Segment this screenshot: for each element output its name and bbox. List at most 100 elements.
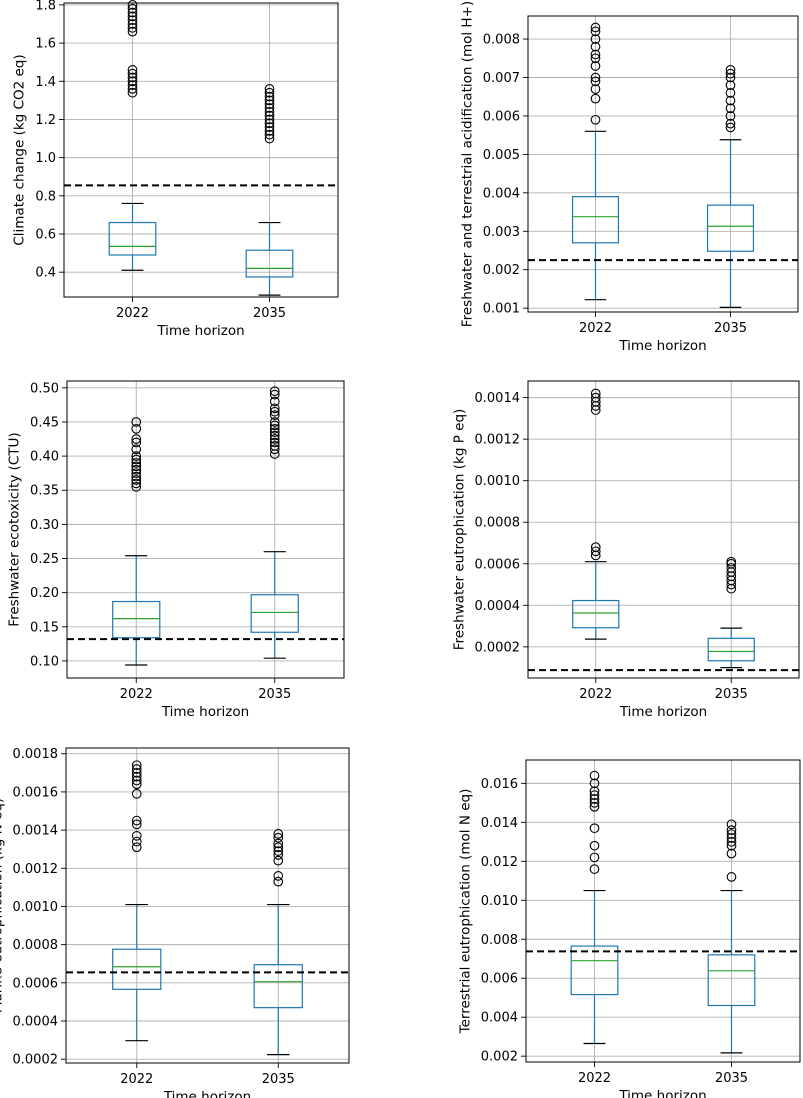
chart-panel-3: 0.10 0.15 0.20 0.25 0.30 0.35 0.40 0.45 0.50 2022…	[7, 380, 345, 720]
x-tick-label: 2035	[715, 1071, 748, 1086]
outlier-point	[269, 406, 280, 417]
outlier-point	[131, 461, 142, 472]
iqr-box	[250, 594, 299, 633]
y-tick-label: 0.007	[483, 71, 520, 86]
outlier-point	[589, 840, 600, 851]
outlier-point	[726, 872, 737, 882]
outlier-point	[264, 91, 275, 102]
iqr-box	[707, 637, 755, 662]
y-tick-label: 0.016	[481, 777, 518, 792]
y-axis-label: Freshwater eutrophication (kg P eq)	[451, 409, 467, 651]
y-tick-label: 1.8	[35, 0, 56, 13]
y-tick-label: 0.6	[35, 228, 56, 243]
outlier-point	[726, 836, 737, 847]
y-tick-label: 0.014	[481, 816, 518, 831]
y-axis-label: Terrestrial eutrophication (mol N eq)	[458, 789, 474, 1035]
outlier-point	[264, 106, 275, 117]
outlier-point	[131, 836, 142, 847]
chart-panel-2: 0.001 0.002 0.003 0.004 0.005 0.006 0.007 0.008…	[460, 1, 799, 354]
axes-frame	[63, 2, 339, 298]
outlier-point	[590, 114, 601, 125]
y-tick-label: 0.004	[483, 186, 520, 201]
outlier-point	[269, 427, 280, 438]
outlier-point	[131, 437, 142, 448]
outlier-point	[127, 22, 138, 33]
y-tick-label: 0.40	[30, 450, 59, 465]
outlier-point	[131, 475, 142, 485]
y-tick-label: 1.2	[35, 113, 56, 128]
outlier-point	[726, 819, 737, 830]
y-axis-label: Freshwater and terrestrial acidification…	[460, 1, 476, 327]
y-tick-label: 0.30	[30, 518, 59, 533]
y-tick-label: 0.0012	[475, 433, 521, 448]
y-tick-label: 0.003	[483, 225, 520, 240]
outlier-point	[726, 825, 737, 835]
outlier-point	[590, 93, 601, 104]
y-tick-label: 0.0004	[13, 1015, 59, 1030]
x-tick-label: 2022	[579, 321, 612, 336]
outlier-point	[273, 846, 284, 856]
outlier-point	[273, 832, 284, 843]
outlier-point	[127, 0, 138, 10]
outlier-point	[127, 7, 138, 18]
y-tick-label: 0.20	[30, 586, 59, 601]
outlier-point	[264, 126, 275, 136]
outlier-point	[131, 819, 142, 830]
outlier-point	[726, 833, 737, 843]
outlier-point	[131, 788, 142, 799]
y-tick-label: 0.35	[30, 484, 59, 499]
y-tick-label: 0.0014	[13, 824, 59, 839]
y-tick-label: 0.0014	[475, 391, 521, 406]
y-tick-label: 0.10	[30, 654, 59, 669]
box-2022	[108, 0, 157, 271]
x-tick-label: 2022	[120, 687, 153, 702]
y-tick-label: 0.004	[481, 1011, 518, 1026]
y-tick-label: 0.008	[483, 33, 520, 48]
outlier-point	[131, 764, 142, 774]
outlier-point	[273, 842, 284, 853]
outlier-point	[589, 798, 600, 808]
outlier-point	[273, 876, 284, 887]
chart-panel-1: 0.4 0.6 0.8 1.0 1.2 1.4 1.6 1.8 2022 2035 Time hor…	[12, 0, 339, 339]
y-tick-label: 0.0008	[475, 516, 521, 531]
outlier-point	[131, 444, 142, 455]
outlier-point	[725, 72, 736, 83]
outlier-point	[264, 99, 275, 110]
x-tick-label: 2035	[714, 321, 747, 336]
y-tick-label: 1.6	[35, 37, 56, 52]
box-2035	[707, 819, 756, 1054]
chart-panel-6: 0.002 0.004 0.006 0.008 0.010 0.012 0.014 0.016…	[458, 759, 801, 1098]
outlier-point	[127, 26, 138, 37]
iqr-box	[706, 204, 755, 252]
y-tick-label: 0.006	[481, 972, 518, 987]
outlier-point	[131, 830, 142, 841]
y-tick-label: 0.0012	[13, 862, 59, 877]
iqr-box	[572, 599, 620, 629]
outlier-point	[590, 72, 601, 83]
outlier-point	[131, 775, 142, 786]
outlier-point	[590, 546, 601, 557]
y-tick-label: 0.0010	[13, 900, 59, 915]
x-tick-label: 2022	[579, 687, 612, 702]
outlier-point	[131, 451, 142, 461]
y-axis-label: Freshwater ecotoxicity (CTU)	[7, 432, 23, 626]
outlier-point	[264, 114, 275, 125]
outlier-point	[131, 468, 142, 479]
y-tick-label: 0.0006	[13, 976, 59, 991]
iqr-box	[108, 221, 157, 256]
outlier-point	[131, 478, 142, 489]
outlier-point	[273, 829, 284, 839]
axes-frame	[66, 380, 345, 679]
box-2035	[707, 556, 755, 669]
outlier-point	[589, 794, 600, 804]
y-tick-label: 0.010	[481, 894, 518, 909]
outlier-point	[131, 458, 142, 468]
y-tick-label: 0.008	[481, 933, 518, 948]
outlier-point	[590, 22, 601, 33]
outlier-point	[590, 61, 601, 71]
outlier-point	[590, 41, 601, 52]
outlier-point	[726, 829, 737, 839]
iqr-box	[112, 600, 161, 639]
y-tick-label: 0.006	[483, 109, 520, 124]
outlier-point	[131, 464, 142, 475]
